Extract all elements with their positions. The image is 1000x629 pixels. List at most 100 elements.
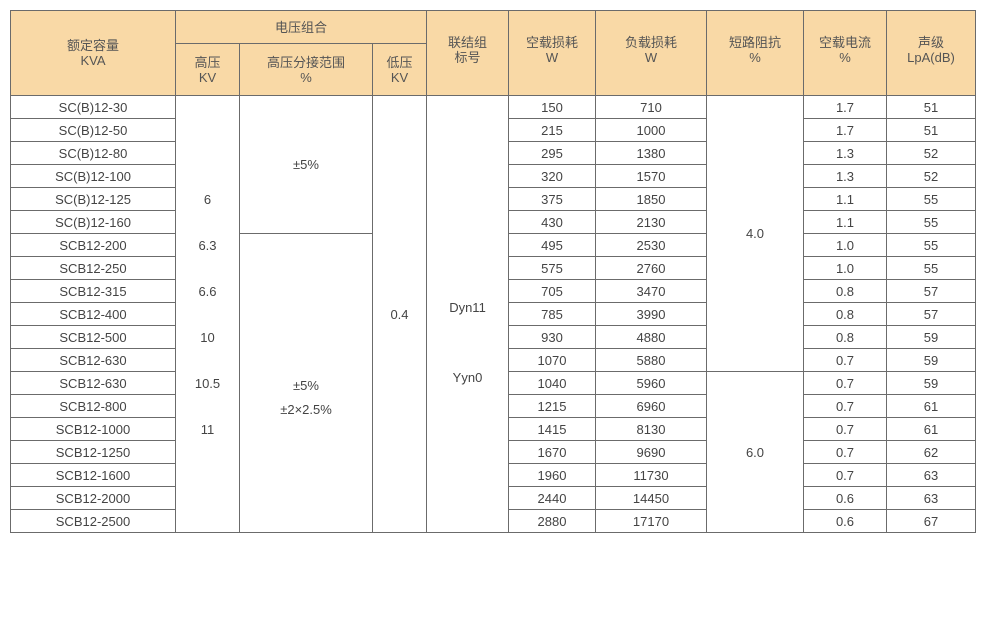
cell-noise: 59 — [886, 325, 976, 349]
cell-current: 0.7 — [803, 348, 887, 372]
table-row: SCB12-500 930 4880 0.8 59 — [10, 325, 976, 349]
cell-impedance: 4.0 — [706, 95, 804, 372]
cell-model: SCB12-200 — [10, 233, 176, 257]
cell-model: SCB12-630 — [10, 348, 176, 372]
cell-noise: 52 — [886, 141, 976, 165]
cell-noload: 495 — [508, 233, 596, 257]
table-row: SCB12-250 575 2760 1.0 55 — [10, 256, 976, 280]
cell-load: 1570 — [595, 164, 707, 188]
cell-load: 2130 — [595, 210, 707, 234]
header-noload: 空载损耗 W — [508, 10, 596, 96]
cell-current: 1.7 — [803, 118, 887, 142]
cell-noise: 59 — [886, 371, 976, 395]
cell-impedance: 6.0 — [706, 371, 804, 533]
cell-model: SCB12-2000 — [10, 486, 176, 510]
cell-noload: 2440 — [508, 486, 596, 510]
cell-noload: 1070 — [508, 348, 596, 372]
hv-value: 6.3 — [198, 238, 217, 253]
cell-load: 2760 — [595, 256, 707, 280]
cell-noload: 2880 — [508, 509, 596, 533]
cell-noise: 51 — [886, 95, 976, 119]
cell-current: 1.3 — [803, 164, 887, 188]
cell-noload: 1960 — [508, 463, 596, 487]
cell-model: SCB12-2500 — [10, 509, 176, 533]
cell-load: 8130 — [595, 417, 707, 441]
cell-hv: 6 6.3 6.6 10 10.5 11 — [175, 95, 240, 533]
cell-load: 14450 — [595, 486, 707, 510]
table-row: SC(B)12-160 430 2130 1.1 55 — [10, 210, 976, 234]
cell-lv: 0.4 — [372, 95, 427, 533]
header-voltage-group: 电压组合 — [175, 10, 427, 44]
cell-model: SCB12-800 — [10, 394, 176, 418]
cell-load: 2530 — [595, 233, 707, 257]
cell-model: SCB12-1000 — [10, 417, 176, 441]
table-row: SC(B)12-30 6 6.3 6.6 10 10.5 11 ±5% 0.4 Dyn11 Yyn0… — [10, 95, 976, 533]
header-tap: 高压分接范围% — [239, 43, 373, 96]
cell-load: 5880 — [595, 348, 707, 372]
cell-current: 1.7 — [803, 95, 887, 119]
hv-value: 6 — [203, 192, 212, 207]
cell-model: SC(B)12-100 — [10, 164, 176, 188]
cell-noload: 430 — [508, 210, 596, 234]
table-row: SCB12-1600 1960 11730 0.7 63 — [10, 463, 976, 487]
header-hv: 高压 KV — [175, 43, 240, 96]
cell-load: 1850 — [595, 187, 707, 211]
cell-model: SC(B)12-50 — [10, 118, 176, 142]
cell-tap: ±5% ±2×2.5% — [239, 233, 373, 533]
cell-noload: 215 — [508, 118, 596, 142]
cell-load: 1380 — [595, 141, 707, 165]
cell-model: SCB12-630 — [10, 371, 176, 395]
cell-model: SCB12-315 — [10, 279, 176, 303]
cell-load: 3470 — [595, 279, 707, 303]
cell-model: SCB12-250 — [10, 256, 176, 280]
cell-current: 0.6 — [803, 509, 887, 533]
table-row: SCB12-2500 2880 17170 0.6 67 — [10, 509, 976, 533]
header-capacity: 额定容量 KVA — [10, 10, 176, 96]
cell-current: 0.7 — [803, 440, 887, 464]
cell-model: SCB12-1600 — [10, 463, 176, 487]
cell-noload: 1215 — [508, 394, 596, 418]
cell-noise: 62 — [886, 440, 976, 464]
cell-noise: 63 — [886, 463, 976, 487]
cell-noise: 57 — [886, 279, 976, 303]
cell-noise: 55 — [886, 256, 976, 280]
cell-noload: 930 — [508, 325, 596, 349]
table-row: SC(B)12-100 320 1570 1.3 52 — [10, 164, 976, 188]
cell-model: SCB12-400 — [10, 302, 176, 326]
cell-current: 0.7 — [803, 463, 887, 487]
header-vector: 联结组 标号 — [426, 10, 509, 96]
table-row: SCB12-800 1215 6960 0.7 61 — [10, 394, 976, 418]
cell-current: 1.3 — [803, 141, 887, 165]
header-noise: 声级 LpA(dB) — [886, 10, 976, 96]
cell-model: SCB12-500 — [10, 325, 176, 349]
table-row: SCB12-1250 1670 9690 0.7 62 — [10, 440, 976, 464]
cell-noise: 52 — [886, 164, 976, 188]
hv-value: 11 — [200, 422, 215, 437]
cell-load: 9690 — [595, 440, 707, 464]
hv-value: 10.5 — [194, 376, 221, 391]
hv-value: 6.6 — [198, 284, 217, 299]
cell-model: SC(B)12-80 — [10, 141, 176, 165]
cell-current: 0.8 — [803, 325, 887, 349]
cell-noload: 150 — [508, 95, 596, 119]
header-lv: 低压 KV — [372, 43, 427, 96]
cell-noise: 57 — [886, 302, 976, 326]
table-row: SCB12-400 785 3990 0.8 57 — [10, 302, 976, 326]
table-row: SC(B)12-80 295 1380 1.3 52 — [10, 141, 976, 165]
cell-noise: 55 — [886, 187, 976, 211]
cell-noload: 1040 — [508, 371, 596, 395]
cell-current: 0.8 — [803, 279, 887, 303]
cell-load: 17170 — [595, 509, 707, 533]
transformer-spec-table: 额定容量 KVA 电压组合 联结组 标号 空载损耗 W 负载损耗 W 短路阻抗% 空载电… — [10, 10, 976, 533]
cell-current: 0.7 — [803, 371, 887, 395]
cell-model: SCB12-1250 — [10, 440, 176, 464]
table-row: SCB12-630 1040 5960 6.0 0.7 59 — [10, 371, 976, 533]
cell-current: 1.1 — [803, 210, 887, 234]
cell-vector: Dyn11 Yyn0 — [426, 95, 509, 533]
cell-model: SC(B)12-160 — [10, 210, 176, 234]
cell-noload: 575 — [508, 256, 596, 280]
header-impedance: 短路阻抗% — [706, 10, 804, 96]
cell-noload: 785 — [508, 302, 596, 326]
hv-value: 10 — [200, 330, 215, 345]
cell-load: 11730 — [595, 463, 707, 487]
